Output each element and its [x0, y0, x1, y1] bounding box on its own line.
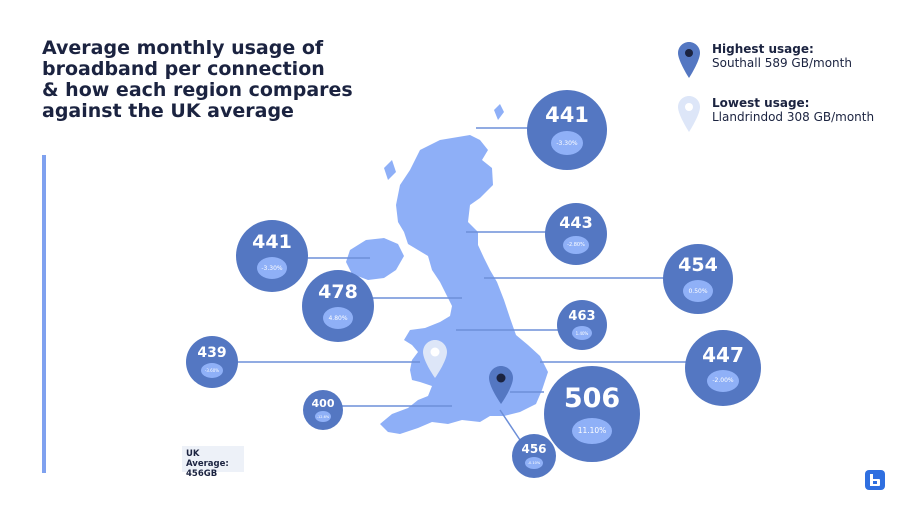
map-pin-icon: [489, 366, 513, 404]
shetland-shape: [494, 104, 504, 120]
region-usage-value: 441: [545, 103, 589, 127]
region-change-badge: 4.80%: [323, 307, 353, 329]
region-usage-value: 463: [568, 309, 596, 324]
map-pin-icon: [423, 340, 447, 378]
legend-lowest: Lowest usage: Llandrindod 308 GB/month: [678, 96, 874, 132]
legend-highest-text: Highest usage: Southall 589 GB/month: [712, 42, 852, 70]
uk-average-label: UK Average:: [186, 449, 229, 469]
region-usage-value: 443: [559, 212, 593, 232]
region-bubble: 506 11.10%: [544, 366, 640, 462]
title-line: against the UK average: [42, 100, 294, 122]
region-change-badge: 1.40%: [572, 326, 592, 340]
legend-lowest-label: Lowest usage:: [712, 96, 810, 110]
title-line: Average monthly usage of: [42, 37, 324, 59]
region-bubble: 441 -3.30%: [236, 220, 308, 292]
region-bubble: 478 4.80%: [302, 270, 374, 342]
region-bubble: 443 -2.80%: [545, 203, 607, 265]
map-pin-icon: [678, 96, 700, 132]
legend-lowest-value: Llandrindod 308 GB/month: [712, 110, 875, 124]
region-usage-value: 400: [311, 397, 335, 410]
region-usage-value: 454: [678, 254, 718, 276]
region-change-badge: 11.10%: [572, 417, 612, 444]
region-change-badge: -3.60%: [201, 363, 223, 378]
northern-ireland-shape: [346, 238, 404, 280]
region-bubble: 441 -3.30%: [527, 90, 607, 170]
great-britain-shape: [380, 135, 548, 434]
map-pin-icon: [678, 42, 700, 78]
region-bubble: 400 -12.6%: [303, 390, 343, 430]
region-usage-value: 506: [563, 382, 621, 414]
region-usage-value: 439: [197, 345, 227, 361]
accent-bar: [42, 155, 46, 473]
legend-highest-value: Southall 589 GB/month: [712, 56, 852, 70]
uk-average-box: UK Average: 456GB: [182, 446, 244, 479]
hebrides-shape: [384, 160, 396, 180]
region-change-badge: -12.6%: [315, 411, 331, 422]
region-change-badge: -2.80%: [563, 235, 589, 254]
page-title: Average monthly usage of broadband per c…: [42, 38, 382, 122]
region-usage-value: 441: [252, 231, 292, 253]
legend-highest-label: Highest usage:: [712, 42, 814, 56]
region-bubble: 439 -3.60%: [186, 336, 238, 388]
leader-lines: [230, 127, 686, 441]
region-usage-value: 478: [318, 281, 358, 303]
region-usage-value: 447: [702, 342, 744, 367]
region-change-badge: -3.30%: [257, 257, 287, 279]
region-change-badge: -2.00%: [707, 369, 739, 392]
region-bubble: 447 -2.00%: [685, 330, 761, 406]
region-bubble: 463 1.40%: [557, 300, 607, 350]
region-usage-value: 456: [521, 442, 547, 456]
title-line: & how each region compares: [42, 79, 353, 101]
region-bubble: 454 0.50%: [663, 244, 733, 314]
legend-lowest-text: Lowest usage: Llandrindod 308 GB/month: [712, 96, 874, 124]
region-change-badge: -3.30%: [551, 131, 583, 155]
legend-highest: Highest usage: Southall 589 GB/month: [678, 42, 852, 78]
brand-logo-icon: [865, 470, 885, 490]
uk-average-value: 456GB: [186, 469, 218, 479]
region-change-badge: 0.50%: [683, 280, 713, 302]
title-line: broadband per connection: [42, 58, 325, 80]
region-bubble: 456 -0.10%: [512, 434, 556, 478]
leader-line: [499, 409, 521, 441]
region-change-badge: -0.10%: [525, 457, 543, 469]
